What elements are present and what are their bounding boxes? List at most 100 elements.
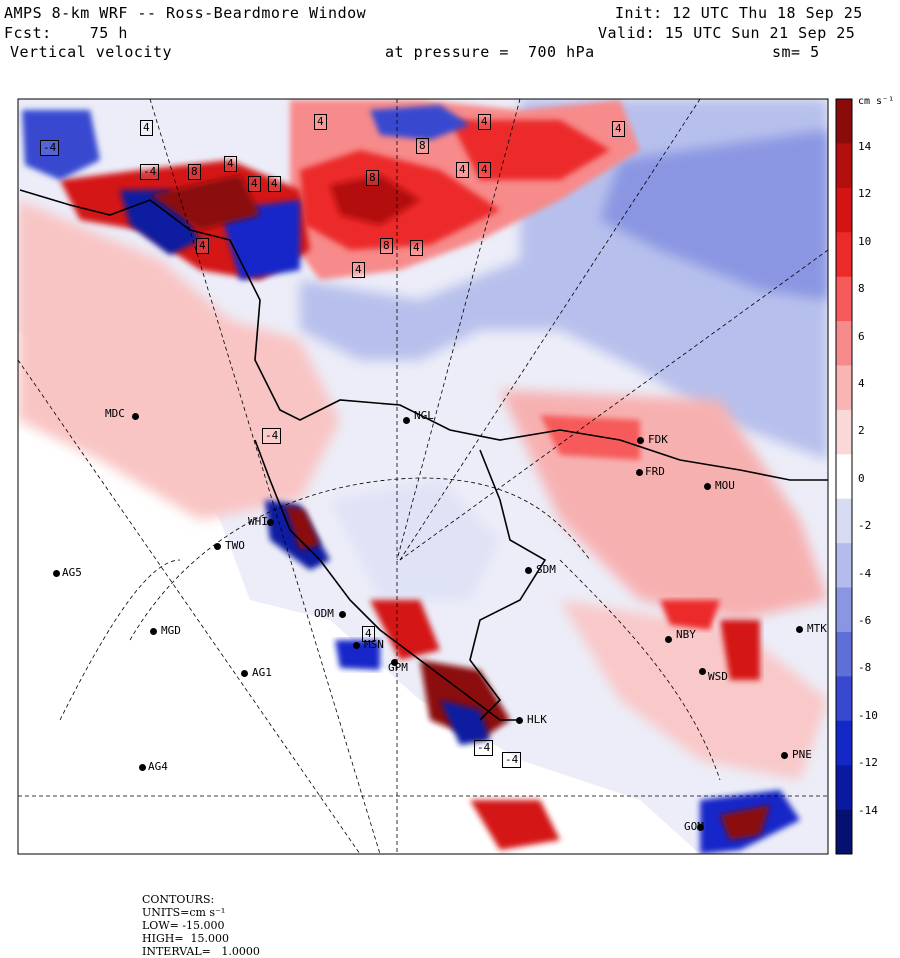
station-marker: [150, 628, 157, 635]
station-label: FRD: [645, 465, 665, 478]
colorbar-tick-label: -6: [858, 614, 872, 627]
contour-label: 8: [188, 164, 201, 180]
station-label: AG5: [62, 566, 82, 579]
station-marker: [699, 668, 706, 675]
colorbar-tick-label: 14: [858, 140, 872, 153]
station-marker: [139, 764, 146, 771]
colorbar-units-label: cm s⁻¹: [858, 96, 895, 107]
contour-label: 4: [612, 121, 625, 137]
station-marker: [353, 642, 360, 649]
contour-label: 4: [456, 162, 469, 178]
station-marker: [525, 567, 532, 574]
station-label: MGD: [161, 624, 181, 637]
colorbar-tick-label: 6: [858, 329, 865, 343]
contour-label: 4: [268, 176, 281, 192]
station-label: AG4: [148, 760, 168, 773]
colorbar-tick-label: -4: [858, 566, 872, 580]
vertical-velocity-map: [17, 98, 853, 855]
colorbar-segment: [836, 720, 852, 766]
variable-name: Vertical velocity: [10, 43, 173, 61]
colorbar-segment: [836, 631, 852, 677]
colorbar-segment: [836, 365, 852, 411]
contour-label: 4: [248, 176, 261, 192]
station-label: ODM: [314, 607, 334, 620]
station-marker: [796, 626, 803, 633]
contour-label: 4: [224, 156, 237, 172]
station-label: MSN: [364, 638, 384, 651]
colorbar-tick-label: 8: [858, 282, 865, 296]
station-label: PNE: [792, 748, 812, 761]
valid-time: Valid: 15 UTC Sun 21 Sep 25: [598, 24, 856, 42]
station-label: MTK: [807, 622, 827, 635]
contour-label: 4: [410, 240, 423, 256]
colorbar-tick-label: -12: [858, 756, 878, 770]
station-marker: [339, 611, 346, 618]
colorbar-segment: [836, 587, 852, 633]
station-label: HLK: [527, 713, 547, 726]
footer-high: HIGH= 15.000: [142, 932, 230, 945]
station-marker: [132, 413, 139, 420]
station-marker: [516, 717, 523, 724]
contour-label: -4: [262, 428, 282, 444]
colorbar-segment: [836, 498, 852, 544]
map-field: [18, 99, 828, 854]
colorbar-segment: [836, 765, 852, 811]
station-label: NBY: [676, 628, 696, 641]
colorbar-segment: [836, 143, 852, 189]
station-marker: [214, 543, 221, 550]
contour-label: 8: [366, 170, 379, 186]
station-label: SDM: [536, 563, 556, 576]
colorbar-tick-label: -8: [858, 661, 872, 675]
colorbar-tick-label: 12: [858, 187, 872, 201]
station-label: FDK: [648, 433, 668, 446]
smoothing-value: sm= 5: [772, 43, 820, 61]
station-marker: [637, 437, 644, 444]
station-marker: [267, 519, 274, 526]
contour-label: -4: [140, 164, 160, 180]
contour-label: 4: [140, 120, 153, 136]
contour-label: 4: [352, 262, 365, 278]
colorbar-tick-label: 2: [858, 424, 865, 438]
colorbar-segment: [836, 676, 852, 722]
colorbar-segment: [836, 454, 852, 500]
station-marker: [391, 659, 398, 666]
contour-label: 4: [478, 114, 491, 130]
station-label: GPM: [388, 661, 408, 674]
footer-interval: INTERVAL= 1.0000: [142, 945, 260, 958]
colorbar: [836, 99, 852, 855]
contour-label: -4: [502, 752, 522, 768]
station-label: GOM: [684, 820, 704, 833]
map-title: AMPS 8-km WRF -- Ross-Beardmore Window: [4, 4, 367, 22]
station-label: MDC: [105, 407, 125, 420]
colorbar-segment: [836, 809, 852, 855]
station-label: WSD: [708, 670, 728, 683]
colorbar-segment: [836, 276, 852, 322]
footer-units: UNITS=cm s⁻¹: [142, 906, 226, 919]
contour-label: -4: [474, 740, 494, 756]
station-label: NGL: [414, 409, 434, 422]
station-marker: [781, 752, 788, 759]
contour-label: -4: [40, 140, 60, 156]
station-marker: [403, 417, 410, 424]
contour-label: 4: [478, 162, 491, 178]
contour-label: 8: [416, 138, 429, 154]
station-marker: [665, 636, 672, 643]
colorbar-segment: [836, 99, 852, 144]
colorbar-tick-label: 0: [858, 471, 865, 485]
contour-label: 4: [362, 626, 375, 642]
station-marker: [53, 570, 60, 577]
colorbar-segment: [836, 321, 852, 366]
station-marker: [636, 469, 643, 476]
colorbar-segment: [836, 409, 852, 455]
init-time: Init: 12 UTC Thu 18 Sep 25: [615, 4, 863, 22]
station-label: MOU: [715, 479, 735, 492]
forecast-hour: Fcst: 75 h: [4, 24, 128, 42]
footer-low: LOW= -15.000: [142, 919, 225, 932]
station-label: AG1: [252, 666, 272, 679]
colorbar-tick-label: 4: [858, 377, 865, 390]
colorbar-segment: [836, 232, 852, 278]
colorbar-tick-label: 10: [858, 234, 872, 248]
colorbar-segment: [836, 543, 852, 589]
contour-info: CONTOURS: UNITS=cm s⁻¹ LOW= -15.000 HIGH…: [135, 880, 270, 958]
colorbar-tick-label: -2: [858, 519, 872, 533]
